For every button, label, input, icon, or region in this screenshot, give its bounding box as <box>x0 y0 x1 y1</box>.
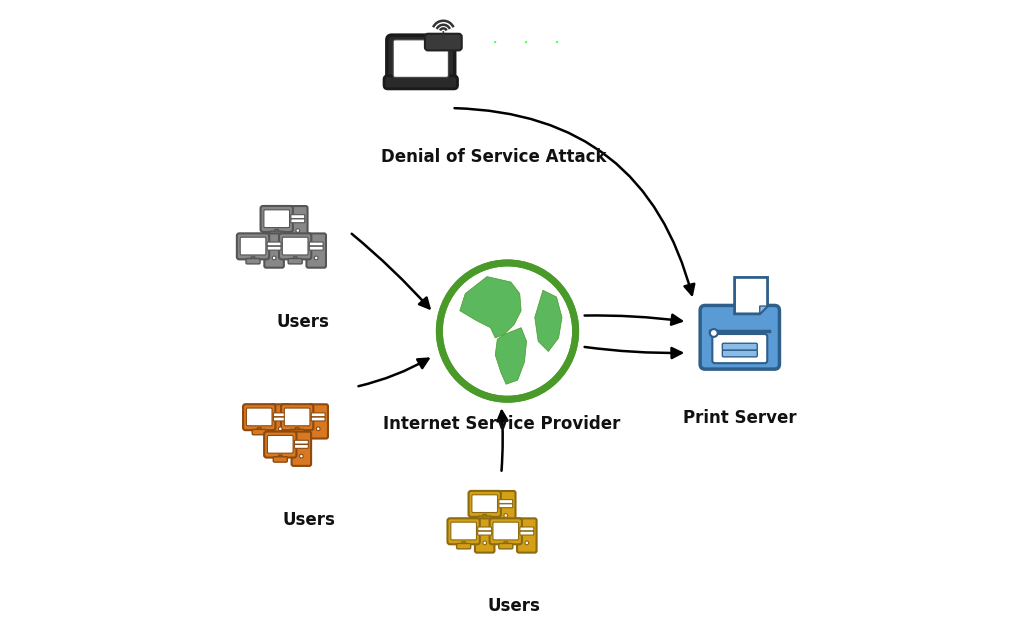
FancyBboxPatch shape <box>279 233 312 259</box>
FancyBboxPatch shape <box>448 518 480 544</box>
FancyBboxPatch shape <box>252 429 266 435</box>
FancyBboxPatch shape <box>267 246 281 250</box>
FancyBboxPatch shape <box>291 214 304 219</box>
FancyBboxPatch shape <box>723 350 757 357</box>
FancyBboxPatch shape <box>451 522 476 540</box>
FancyBboxPatch shape <box>520 531 534 535</box>
FancyBboxPatch shape <box>478 516 491 521</box>
FancyBboxPatch shape <box>294 440 309 444</box>
FancyBboxPatch shape <box>493 522 519 540</box>
FancyBboxPatch shape <box>723 343 757 350</box>
Polygon shape <box>278 455 283 459</box>
FancyBboxPatch shape <box>281 404 314 430</box>
Circle shape <box>439 263 576 399</box>
FancyBboxPatch shape <box>284 408 310 426</box>
Circle shape <box>494 41 496 43</box>
Polygon shape <box>735 278 767 314</box>
FancyBboxPatch shape <box>310 242 323 246</box>
FancyBboxPatch shape <box>312 413 325 417</box>
Circle shape <box>315 256 318 260</box>
Circle shape <box>525 541 529 545</box>
FancyBboxPatch shape <box>307 233 326 268</box>
FancyBboxPatch shape <box>273 457 287 462</box>
Polygon shape <box>251 257 256 261</box>
Text: Denial of Service Attack: Denial of Service Attack <box>381 148 606 166</box>
FancyBboxPatch shape <box>247 408 272 426</box>
FancyBboxPatch shape <box>294 444 309 448</box>
FancyBboxPatch shape <box>243 404 275 430</box>
FancyBboxPatch shape <box>236 233 269 259</box>
Polygon shape <box>760 306 767 314</box>
Circle shape <box>483 541 486 545</box>
FancyBboxPatch shape <box>387 35 455 84</box>
FancyBboxPatch shape <box>291 219 304 222</box>
FancyBboxPatch shape <box>288 259 302 264</box>
FancyBboxPatch shape <box>271 404 290 439</box>
FancyBboxPatch shape <box>469 491 500 517</box>
Polygon shape <box>274 229 279 233</box>
Polygon shape <box>535 290 562 351</box>
FancyBboxPatch shape <box>498 499 513 504</box>
Text: Print Server: Print Server <box>683 409 797 426</box>
FancyBboxPatch shape <box>478 527 491 531</box>
Polygon shape <box>461 542 466 546</box>
Text: Internet Service Provider: Internet Service Provider <box>383 415 620 432</box>
Polygon shape <box>482 514 487 518</box>
FancyBboxPatch shape <box>457 544 471 549</box>
FancyBboxPatch shape <box>475 518 494 552</box>
Polygon shape <box>292 257 297 261</box>
Polygon shape <box>294 428 299 431</box>
Circle shape <box>296 229 299 232</box>
Circle shape <box>299 454 303 458</box>
FancyBboxPatch shape <box>288 206 308 240</box>
FancyBboxPatch shape <box>273 417 287 421</box>
Circle shape <box>525 41 527 43</box>
FancyBboxPatch shape <box>267 242 281 246</box>
FancyBboxPatch shape <box>261 206 293 232</box>
FancyBboxPatch shape <box>498 504 513 508</box>
FancyBboxPatch shape <box>520 527 534 531</box>
Text: Users: Users <box>283 511 336 529</box>
FancyBboxPatch shape <box>264 431 296 457</box>
FancyBboxPatch shape <box>291 432 312 466</box>
FancyBboxPatch shape <box>393 40 449 78</box>
FancyBboxPatch shape <box>478 531 491 535</box>
FancyBboxPatch shape <box>309 404 328 439</box>
Circle shape <box>272 256 276 260</box>
FancyBboxPatch shape <box>282 238 308 255</box>
Text: Users: Users <box>487 598 540 616</box>
FancyBboxPatch shape <box>273 413 287 417</box>
FancyBboxPatch shape <box>472 495 497 512</box>
FancyBboxPatch shape <box>425 34 462 51</box>
Circle shape <box>556 41 558 43</box>
FancyBboxPatch shape <box>713 334 767 363</box>
Polygon shape <box>503 542 509 546</box>
FancyBboxPatch shape <box>264 233 284 268</box>
Circle shape <box>443 31 445 33</box>
FancyBboxPatch shape <box>700 306 780 369</box>
FancyBboxPatch shape <box>312 417 325 421</box>
Text: Users: Users <box>277 312 330 331</box>
FancyBboxPatch shape <box>268 436 293 453</box>
FancyBboxPatch shape <box>496 491 516 525</box>
Circle shape <box>317 427 320 431</box>
Polygon shape <box>460 277 521 338</box>
FancyBboxPatch shape <box>498 544 513 549</box>
FancyBboxPatch shape <box>290 429 304 435</box>
FancyBboxPatch shape <box>246 259 260 264</box>
Polygon shape <box>257 428 262 431</box>
FancyBboxPatch shape <box>270 231 284 236</box>
Polygon shape <box>495 328 527 384</box>
Circle shape <box>709 329 718 337</box>
FancyBboxPatch shape <box>264 210 289 227</box>
FancyBboxPatch shape <box>384 76 458 89</box>
FancyBboxPatch shape <box>489 518 522 544</box>
FancyBboxPatch shape <box>241 238 266 255</box>
FancyBboxPatch shape <box>310 246 323 250</box>
FancyBboxPatch shape <box>517 518 537 552</box>
Circle shape <box>278 427 282 431</box>
Circle shape <box>503 514 508 518</box>
